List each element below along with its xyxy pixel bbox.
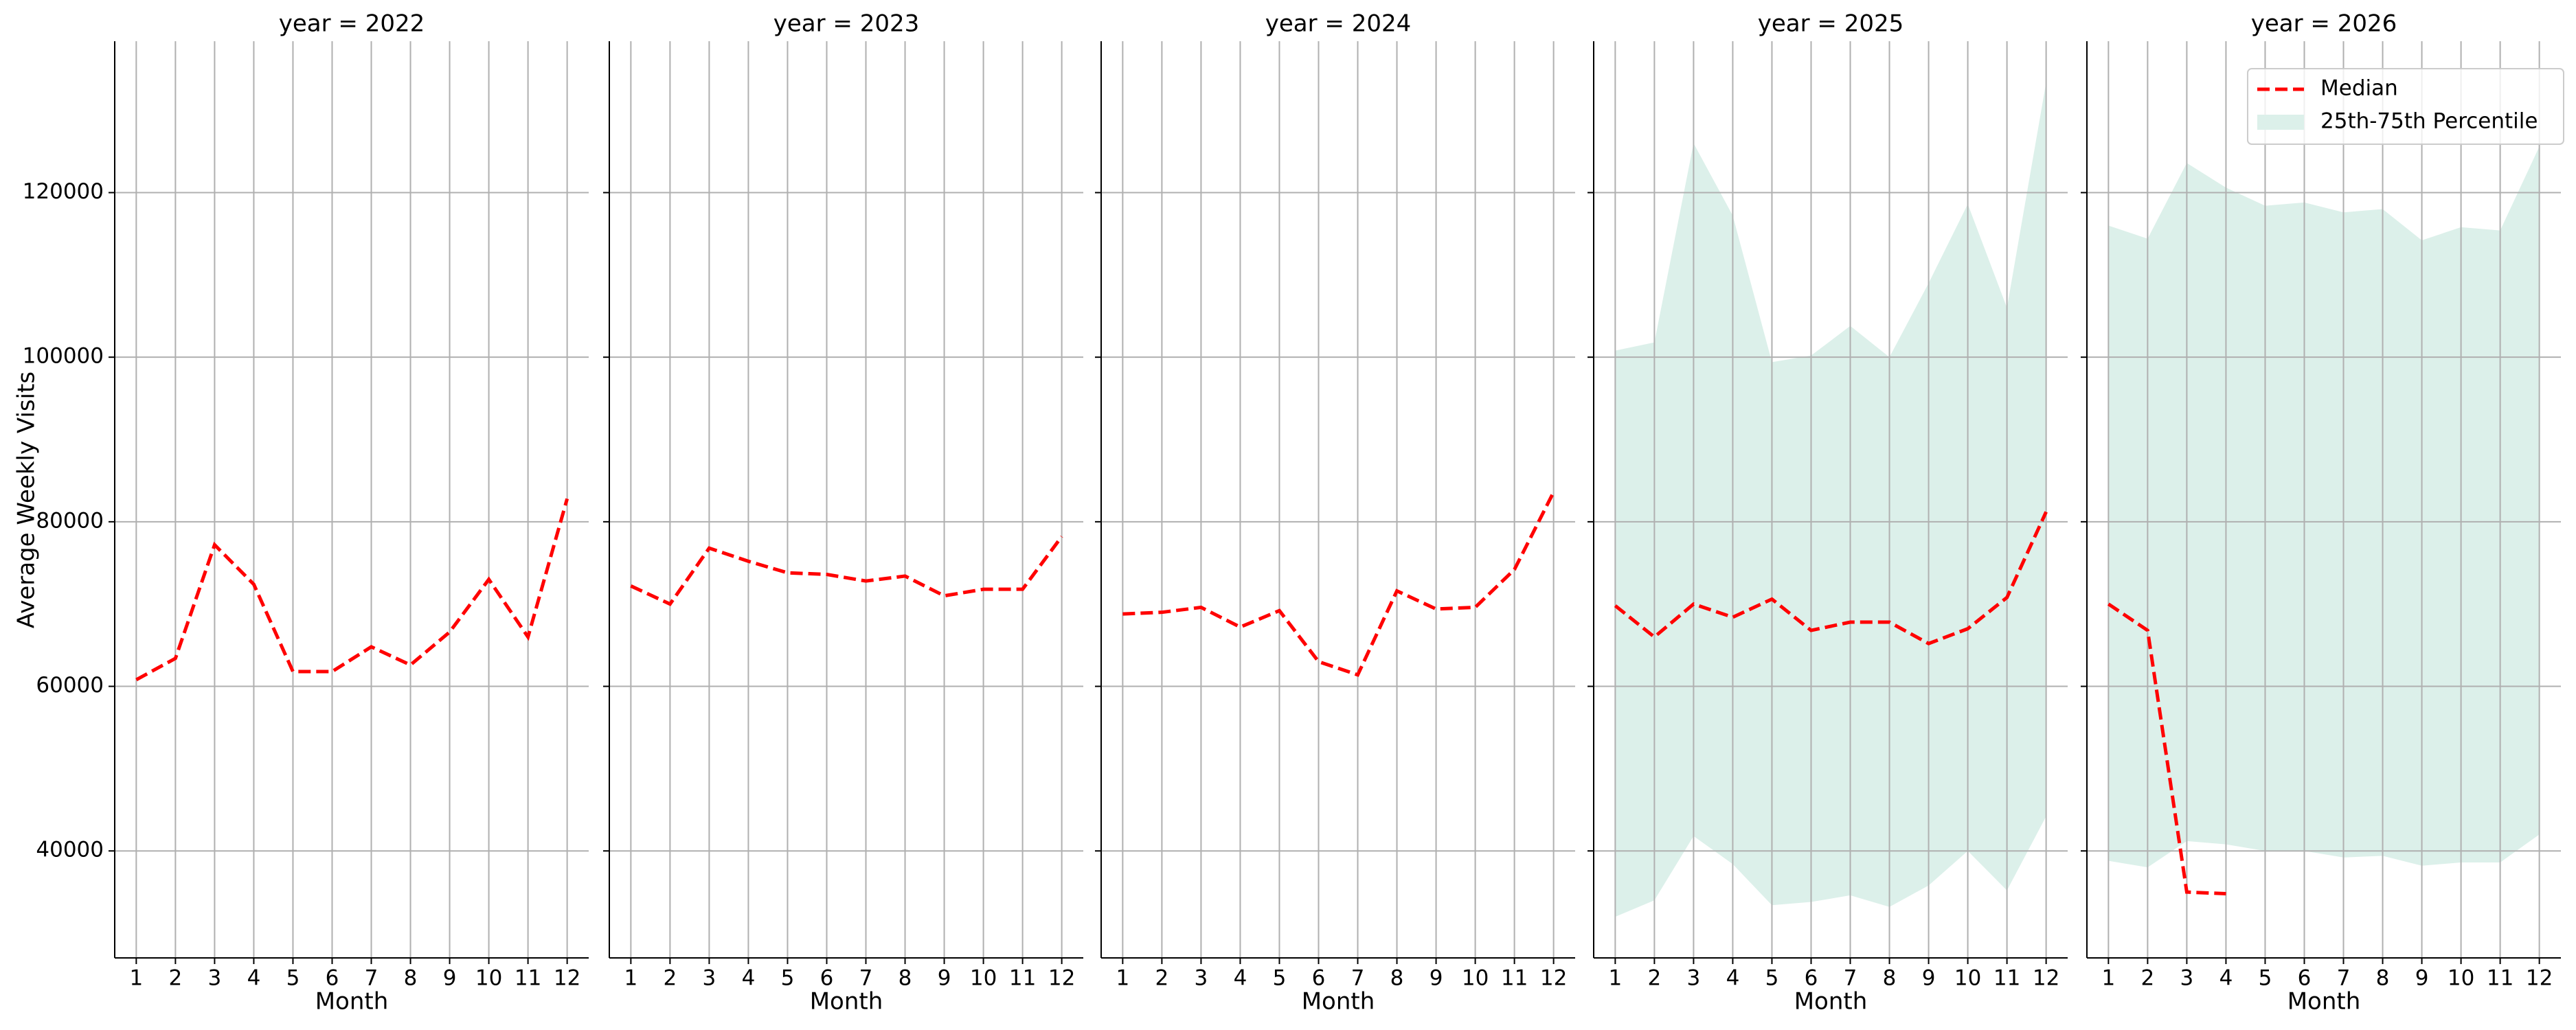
- legend-swatch: [2257, 115, 2304, 130]
- x-tick-label: 11: [1501, 966, 1528, 991]
- x-tick-label: 7: [1844, 966, 1857, 991]
- legend-frame: [2247, 68, 2564, 145]
- x-tick-label: 9: [2415, 966, 2429, 991]
- x-tick-label: 12: [1540, 966, 1567, 991]
- y-tick-label: 40000: [36, 838, 104, 862]
- percentile-band: [2108, 146, 2540, 868]
- x-tick-label: 2: [2141, 966, 2155, 991]
- x-tick-label: 4: [1234, 966, 1247, 991]
- x-tick-label: 9: [938, 966, 951, 991]
- x-tick-label: 9: [1922, 966, 1936, 991]
- median-line: [630, 535, 1063, 606]
- panel-title: year = 2025: [1758, 10, 1903, 38]
- x-tick-label: 3: [2180, 966, 2194, 991]
- panel-title: year = 2023: [773, 10, 919, 38]
- x-tick-label: 4: [2219, 966, 2233, 991]
- x-tick-label: 3: [1195, 966, 1208, 991]
- x-axis-label: Month: [1794, 988, 1868, 1016]
- x-tick-label: 8: [899, 966, 912, 991]
- legend: Median 25th-75th Percentile: [2247, 68, 2564, 145]
- x-tick-label: 7: [2337, 966, 2351, 991]
- x-tick-label: 10: [1462, 966, 1489, 991]
- x-tick-label: 5: [286, 966, 300, 991]
- x-tick-label: 4: [1726, 966, 1740, 991]
- percentile-band: [1615, 82, 2046, 917]
- x-tick-label: 10: [475, 966, 502, 991]
- x-tick-label: 8: [1390, 966, 1404, 991]
- x-tick-label: 4: [247, 966, 261, 991]
- x-axis-label: Month: [1302, 988, 1375, 1016]
- x-tick-label: 6: [1312, 966, 1326, 991]
- x-tick-label: 9: [1430, 966, 1443, 991]
- x-tick-label: 11: [515, 966, 541, 991]
- x-axis-label: Month: [315, 988, 389, 1016]
- x-tick-label: 3: [703, 966, 716, 991]
- y-tick-label: 60000: [36, 673, 104, 698]
- x-tick-label: 7: [859, 966, 873, 991]
- x-tick-label: 1: [624, 966, 637, 991]
- x-tick-label: 2: [664, 966, 677, 991]
- y-tick-label: 120000: [23, 179, 104, 204]
- median-line: [2107, 602, 2226, 896]
- x-axis-label: Month: [810, 988, 883, 1016]
- median-line: [1614, 511, 2048, 645]
- x-tick-label: 7: [1351, 966, 1365, 991]
- x-tick-label: 2: [1648, 966, 1662, 991]
- y-tick-label: 80000: [36, 508, 104, 533]
- x-tick-label: 6: [820, 966, 834, 991]
- x-tick-label: 6: [2298, 966, 2312, 991]
- x-tick-label: 3: [1687, 966, 1701, 991]
- x-tick-label: 11: [1009, 966, 1036, 991]
- x-tick-label: 12: [2033, 966, 2059, 991]
- x-tick-label: 7: [365, 966, 379, 991]
- legend-label: Median: [2320, 76, 2398, 101]
- x-tick-label: 5: [1765, 966, 1779, 991]
- x-tick-label: 1: [2101, 966, 2115, 991]
- median-line: [135, 498, 569, 682]
- x-tick-label: 1: [1116, 966, 1129, 991]
- x-tick-label: 5: [1273, 966, 1287, 991]
- x-tick-label: 2: [169, 966, 183, 991]
- legend-label: 25th-75th Percentile: [2320, 109, 2538, 134]
- y-axis-label: Average Weekly Visits: [13, 371, 41, 628]
- median-line: [1122, 491, 1555, 677]
- panel-title: year = 2026: [2251, 10, 2397, 38]
- y-tick-label: 100000: [23, 344, 104, 369]
- x-tick-label: 6: [1805, 966, 1818, 991]
- x-tick-label: 10: [1954, 966, 1981, 991]
- x-tick-label: 9: [443, 966, 457, 991]
- panel-title: year = 2022: [279, 10, 425, 38]
- x-tick-label: 6: [326, 966, 339, 991]
- x-tick-label: 5: [781, 966, 795, 991]
- x-tick-label: 10: [970, 966, 997, 991]
- x-tick-label: 11: [2487, 966, 2513, 991]
- x-tick-label: 2: [1155, 966, 1169, 991]
- x-tick-label: 12: [1048, 966, 1075, 991]
- x-tick-label: 5: [2259, 966, 2272, 991]
- x-axis-label: Month: [2287, 988, 2361, 1016]
- x-tick-label: 8: [1883, 966, 1897, 991]
- x-tick-label: 8: [404, 966, 418, 991]
- x-tick-label: 4: [742, 966, 756, 991]
- x-tick-label: 1: [129, 966, 143, 991]
- x-tick-label: 1: [1608, 966, 1622, 991]
- panel-title: year = 2024: [1265, 10, 1411, 38]
- x-tick-label: 3: [208, 966, 222, 991]
- x-tick-label: 11: [1993, 966, 2020, 991]
- x-tick-label: 12: [554, 966, 580, 991]
- x-tick-label: 8: [2376, 966, 2390, 991]
- x-tick-label: 10: [2448, 966, 2474, 991]
- x-tick-label: 12: [2526, 966, 2553, 991]
